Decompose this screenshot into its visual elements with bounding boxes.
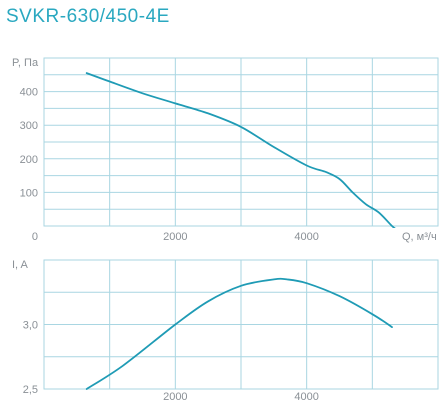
current-x-tick-label: 4000 — [294, 391, 318, 403]
current-y-tick-label: 2,5 — [23, 384, 38, 396]
pressure-y-axis-label: P, Па — [12, 57, 39, 69]
pressure-x-axis-label: Q, м³/ч — [402, 231, 437, 243]
pressure-x-tick-label: 2000 — [163, 231, 187, 243]
pressure-y-tick-label: 100 — [20, 187, 38, 199]
pressure-curve — [85, 72, 396, 228]
chart-title: SVKR-630/450-4E — [6, 6, 170, 27]
pressure-y-tick-label: 200 — [20, 154, 38, 166]
current-curve — [85, 277, 393, 390]
pressure-y-tick-label: 300 — [20, 120, 38, 132]
pressure-x-tick-label: 0 — [32, 231, 38, 243]
pressure-y-tick-label: 400 — [20, 87, 38, 99]
pressure-x-tick-label: 4000 — [294, 231, 318, 243]
current-y-tick-label: 3,0 — [23, 320, 38, 332]
current-x-tick-label: 2000 — [163, 391, 187, 403]
current-y-axis-label: I, A — [12, 259, 29, 271]
